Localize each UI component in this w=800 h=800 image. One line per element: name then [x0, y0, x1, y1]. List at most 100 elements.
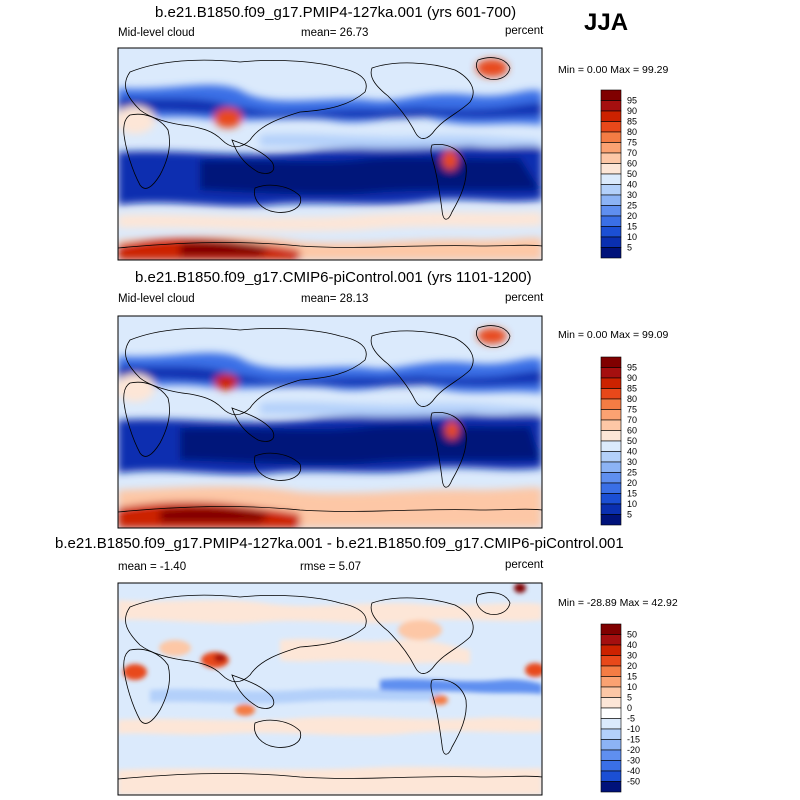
panel-2-coast-south-america — [430, 411, 467, 488]
panel-1-colorbar-tick-label: 95 — [627, 96, 637, 106]
panel-3-coastlines — [118, 592, 542, 780]
panel-3-nh-blue — [380, 678, 542, 694]
panel-3-minmax: Min = -28.89 Max = 42.92 — [558, 597, 678, 609]
panel-2-coast-eurasia — [125, 327, 367, 416]
panel-3-map-frame — [117, 582, 543, 796]
panel-1-minmax: Min = 0.00 Max = 99.29 — [558, 64, 669, 76]
panel-1-colorbar-swatch — [600, 142, 622, 154]
panel-2-colorbar-tick-label: 50 — [627, 436, 637, 446]
panel-1-colorbar-swatch — [600, 152, 622, 164]
panel-2-sahara-pale — [118, 374, 155, 402]
panel-2-coast-north-america — [370, 330, 474, 407]
panel-2-minmax: Min = 0.00 Max = 99.09 — [558, 329, 669, 341]
panel-3-mean-label: mean = -1.40 — [118, 561, 187, 573]
panel-3-coast-eurasia — [125, 594, 367, 683]
panel-3-eq-blue — [150, 688, 440, 704]
panel-3-rmse-label: rmse = 5.07 — [300, 561, 362, 573]
panel-1-mean-label: mean= 26.73 — [301, 27, 369, 39]
panel-3-colorbar-tick-label: 40 — [627, 640, 637, 650]
panel-2-coast-antarctica — [118, 505, 542, 513]
panel-1-title: b.e21.B1850.f09_g17.PMIP4-127ka.001 (yrs… — [155, 4, 517, 21]
panel-1-tropic-core — [200, 157, 540, 195]
panel-2-tropic-core — [180, 425, 540, 465]
panel-3-colorbar-swatch — [600, 739, 622, 751]
panel-1-colorbar-tick-label: 75 — [627, 138, 637, 148]
panel-1-greenland-red — [476, 59, 508, 77]
panel-2-coast-australia — [254, 452, 302, 481]
panel-3-eastpac-red — [432, 695, 448, 705]
panel-1-itcz-stripe — [260, 134, 540, 149]
panel-3-coast-australia — [254, 719, 302, 748]
panel-1-colorbar-swatch — [600, 100, 622, 112]
panel-3-colorbar-swatch — [600, 718, 622, 730]
panel-1-colorbar-tick-label: 50 — [627, 169, 637, 179]
panel-1-variable-label: Mid-level cloud — [118, 27, 195, 39]
panel-2-coast-greenland — [476, 325, 511, 348]
panel-3-colorbar-swatch — [600, 676, 622, 688]
panel-2-colorbar-tick-label: 25 — [627, 468, 637, 478]
panel-3-seasia-red — [235, 704, 255, 716]
panel-1-units-label: percent — [505, 25, 544, 37]
panel-3-colorbar-tick-label: -20 — [627, 745, 640, 755]
panel-1-coast-eurasia — [125, 59, 367, 148]
panel-2-map-frame — [117, 315, 543, 529]
panel-3-map — [118, 583, 542, 795]
panel-3-colorbar-swatch — [600, 770, 622, 782]
panel-3-colorbar-tick-label: 10 — [627, 682, 637, 692]
panel-1-coast-north-america — [370, 62, 474, 139]
panel-3-colorbar-swatch — [600, 634, 622, 646]
panel-2-greenland-red — [477, 328, 507, 344]
panel-3-colorbar-swatch — [600, 781, 622, 793]
panel-1-colorbar-tick-label: 40 — [627, 180, 637, 190]
panel-1-colorbar-swatch — [600, 226, 622, 238]
panel-3-colorbar-swatch — [600, 644, 622, 656]
panel-3-colorbar-tick-label: 15 — [627, 672, 637, 682]
panel-1-colorbar-tick-label: 70 — [627, 148, 637, 158]
panel-3-namerica-pale — [398, 620, 442, 640]
panel-3-coast-greenland — [476, 592, 511, 615]
panel-1-colorbar-swatch — [600, 205, 622, 217]
panel-3-coast-north-america — [370, 597, 474, 674]
panel-3-colorbar-swatch — [600, 655, 622, 667]
panel-2-units-label: percent — [505, 292, 544, 304]
panel-2-colorbar-swatch — [600, 419, 622, 431]
panel-2-colorbar-tick-label: 75 — [627, 405, 637, 415]
panel-1-colorbar-tick-label: 10 — [627, 232, 637, 242]
panel-1-coast-south-america — [430, 143, 467, 220]
panel-3-arabia-pale — [159, 640, 191, 656]
panel-1-colorbar-swatch — [600, 89, 622, 101]
panel-1-colorbar-swatch — [600, 236, 622, 248]
panel-1-coastlines — [118, 57, 542, 249]
panel-2-coastlines — [118, 325, 542, 513]
panel-1-colorbar-swatch — [600, 163, 622, 175]
panel-1-colorbar-swatch — [600, 173, 622, 185]
panel-1-colorbar-tick-label: 15 — [627, 222, 637, 232]
panel-2-colorbar-swatch — [600, 367, 622, 379]
panel-3-coast-south-america — [430, 678, 467, 755]
panel-1-colorbar-swatch — [600, 247, 622, 259]
panel-3-southern-pale — [118, 716, 542, 736]
panel-1-tibet-red — [214, 108, 242, 128]
panel-1-map — [118, 48, 542, 260]
panel-3-colorbar-swatch — [600, 686, 622, 698]
panel-2-colorbar-swatch — [600, 493, 622, 505]
panel-2-coast-africa — [123, 381, 170, 457]
panel-1-coast-seasia — [231, 139, 275, 174]
panel-2-mean-label: mean= 28.13 — [301, 293, 369, 305]
panel-3-india-dark — [214, 654, 226, 662]
panel-2-title: b.e21.B1850.f09_g17.CMIP6-piControl.001 … — [135, 269, 532, 286]
panel-1-sahara-pale — [118, 106, 155, 134]
panel-3-coast-antarctica — [118, 772, 542, 780]
panel-3-coast-africa — [123, 648, 170, 724]
panel-3-colorbar-swatch — [600, 749, 622, 761]
panel-1-coast-antarctica — [118, 241, 542, 249]
panel-2-colorbar-tick-label: 70 — [627, 415, 637, 425]
panel-2-antarctic-dark — [160, 507, 270, 522]
panel-1-colorbar-swatch — [600, 110, 622, 122]
panel-3-colorbar-swatch — [600, 728, 622, 740]
panel-2-colorbar-swatch — [600, 430, 622, 442]
panel-2-colorbar-swatch — [600, 461, 622, 473]
panel-2-colorbar-swatch — [600, 482, 622, 494]
panel-2-tibet-red — [214, 374, 238, 390]
panel-1-colorbar-tick-label: 5 — [627, 243, 632, 253]
